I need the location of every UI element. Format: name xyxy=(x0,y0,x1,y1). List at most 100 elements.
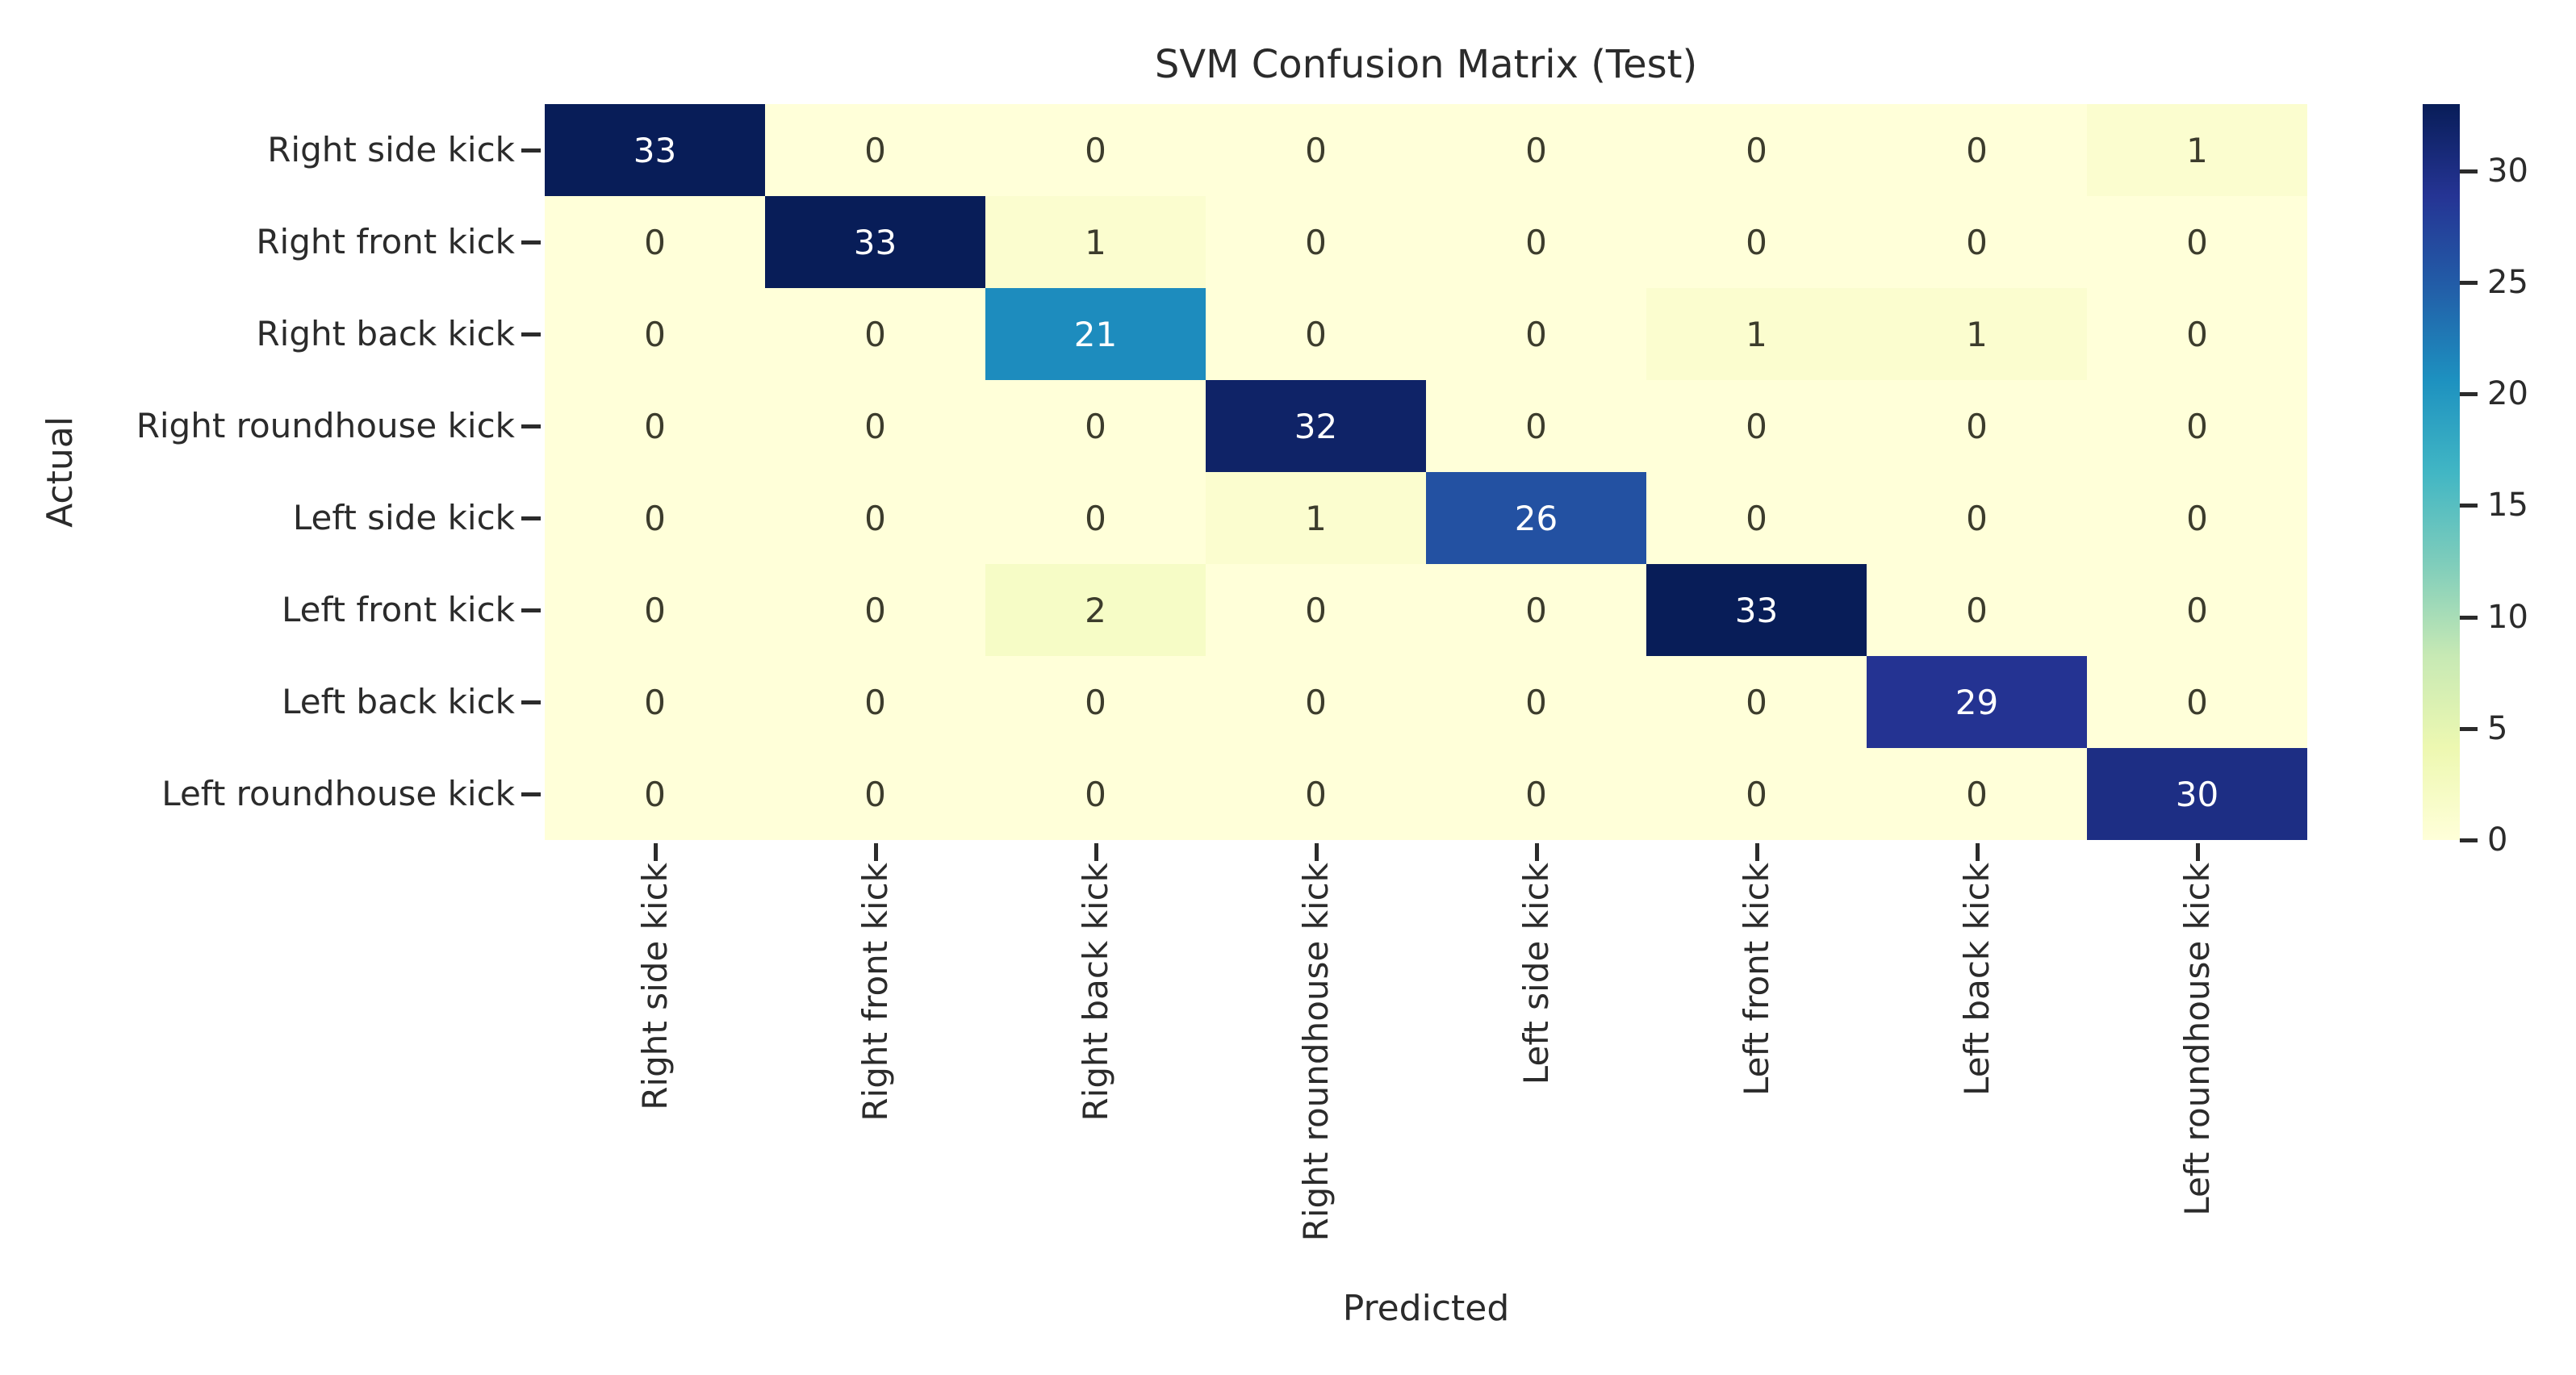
colorbar-tick-label: 0 xyxy=(2487,821,2508,859)
x-tick-label: Left side kick xyxy=(1516,863,1556,1085)
x-tick-mark xyxy=(873,843,878,861)
y-tick-mark xyxy=(521,608,541,612)
heatmap-cell: 0 xyxy=(1206,748,1426,840)
heatmap-cell: 0 xyxy=(985,104,1206,196)
heatmap-cell: 33 xyxy=(545,104,765,196)
y-tick-label: Left roundhouse kick xyxy=(161,774,515,813)
heatmap-cell: 0 xyxy=(765,288,985,380)
heatmap-cell: 0 xyxy=(765,380,985,472)
heatmap-cell: 0 xyxy=(1867,104,2087,196)
heatmap-cell: 1 xyxy=(985,196,1206,288)
y-tick-mark xyxy=(521,148,541,153)
heatmap-cell: 0 xyxy=(765,564,985,656)
heatmap-cell: 0 xyxy=(1646,472,1867,564)
heatmap-cell: 0 xyxy=(1426,104,1646,196)
heatmap-cell: 0 xyxy=(985,748,1206,840)
y-tick-mark xyxy=(521,700,541,704)
heatmap-cell: 0 xyxy=(985,380,1206,472)
colorbar-tick-label: 30 xyxy=(2487,152,2528,190)
x-tick-label: Right side kick xyxy=(634,863,675,1110)
y-tick-label: Left back kick xyxy=(282,682,515,721)
colorbar-tick-mark xyxy=(2460,392,2478,397)
colorbar-tick-mark xyxy=(2460,615,2478,620)
y-tick-label: Left front kick xyxy=(281,590,515,629)
y-tick-mark xyxy=(521,240,541,244)
heatmap-cell: 0 xyxy=(765,104,985,196)
heatmap-cell: 1 xyxy=(2087,104,2307,196)
heatmap-cell: 2 xyxy=(985,564,1206,656)
heatmap-cell: 26 xyxy=(1426,472,1646,564)
y-tick-mark xyxy=(521,332,541,336)
heatmap-cell: 0 xyxy=(765,656,985,748)
heatmap-cell: 0 xyxy=(1867,380,2087,472)
y-tick-label: Right back kick xyxy=(256,314,515,353)
heatmap-cell: 0 xyxy=(765,748,985,840)
heatmap-cell: 32 xyxy=(1206,380,1426,472)
heatmap-cell: 0 xyxy=(765,472,985,564)
heatmap-cell: 0 xyxy=(1646,104,1867,196)
heatmap-cell: 0 xyxy=(1426,748,1646,840)
heatmap-cell: 0 xyxy=(2087,656,2307,748)
heatmap-cell: 29 xyxy=(1867,656,2087,748)
heatmap-cell: 0 xyxy=(1426,288,1646,380)
colorbar-tick-mark xyxy=(2460,281,2478,286)
heatmap-cell: 0 xyxy=(2087,472,2307,564)
heatmap-cell: 0 xyxy=(1426,656,1646,748)
colorbar-tick-label: 10 xyxy=(2487,598,2528,636)
y-tick-mark xyxy=(521,516,541,520)
heatmap-cell: 0 xyxy=(545,380,765,472)
y-axis-label: Actual xyxy=(40,416,81,528)
x-tick-mark xyxy=(2195,843,2200,861)
heatmap-cell: 0 xyxy=(1867,748,2087,840)
heatmap-cell: 30 xyxy=(2087,748,2307,840)
heatmap-cell: 0 xyxy=(2087,196,2307,288)
heatmap-cell: 0 xyxy=(1646,656,1867,748)
y-tick-label: Right side kick xyxy=(267,130,515,169)
colorbar-tick-label: 20 xyxy=(2487,375,2528,413)
heatmap-cell: 33 xyxy=(1646,564,1867,656)
heatmap-cell: 1 xyxy=(1206,472,1426,564)
colorbar xyxy=(2423,104,2460,840)
heatmap-cell: 0 xyxy=(1646,380,1867,472)
x-tick-mark xyxy=(1754,843,1759,861)
colorbar-tick-label: 25 xyxy=(2487,264,2528,302)
heatmap-cell: 0 xyxy=(1867,196,2087,288)
x-tick-mark xyxy=(653,843,658,861)
x-tick-label: Left roundhouse kick xyxy=(2177,863,2217,1216)
colorbar-tick-mark xyxy=(2460,838,2478,842)
heatmap-cell: 0 xyxy=(545,748,765,840)
heatmap-cell: 0 xyxy=(1206,564,1426,656)
x-tick-label: Left front kick xyxy=(1736,863,1776,1097)
x-tick-label: Right front kick xyxy=(855,863,895,1122)
y-tick-label: Right roundhouse kick xyxy=(136,406,515,445)
heatmap-cell: 0 xyxy=(1867,472,2087,564)
x-tick-mark xyxy=(1314,843,1319,861)
heatmap-cell: 0 xyxy=(545,564,765,656)
x-tick-mark xyxy=(1094,843,1098,861)
x-tick-mark xyxy=(1975,843,1980,861)
heatmap-cell: 0 xyxy=(1867,564,2087,656)
x-tick-mark xyxy=(1534,843,1539,861)
heatmap-cell: 0 xyxy=(985,472,1206,564)
y-tick-mark xyxy=(521,424,541,428)
heatmap-cell: 0 xyxy=(1206,104,1426,196)
heatmap-cell: 0 xyxy=(1426,196,1646,288)
heatmap-cell: 0 xyxy=(1206,656,1426,748)
heatmap-cell: 0 xyxy=(545,288,765,380)
x-tick-label: Right roundhouse kick xyxy=(1295,863,1336,1242)
heatmap-cell: 0 xyxy=(1646,196,1867,288)
y-tick-mark xyxy=(521,792,541,796)
heatmap-cell: 0 xyxy=(1206,196,1426,288)
colorbar-tick-mark xyxy=(2460,169,2478,173)
heatmap-cell: 0 xyxy=(1206,288,1426,380)
heatmap-cell: 1 xyxy=(1867,288,2087,380)
x-tick-label: Left back kick xyxy=(1956,863,1997,1096)
heatmap-cell: 21 xyxy=(985,288,1206,380)
heatmap-cell: 0 xyxy=(985,656,1206,748)
heatmap-cell: 0 xyxy=(2087,380,2307,472)
heatmap-cell: 0 xyxy=(545,472,765,564)
x-tick-label: Right back kick xyxy=(1075,863,1115,1122)
x-axis-label: Predicted xyxy=(1342,1288,1510,1329)
heatmap-cell: 0 xyxy=(2087,288,2307,380)
